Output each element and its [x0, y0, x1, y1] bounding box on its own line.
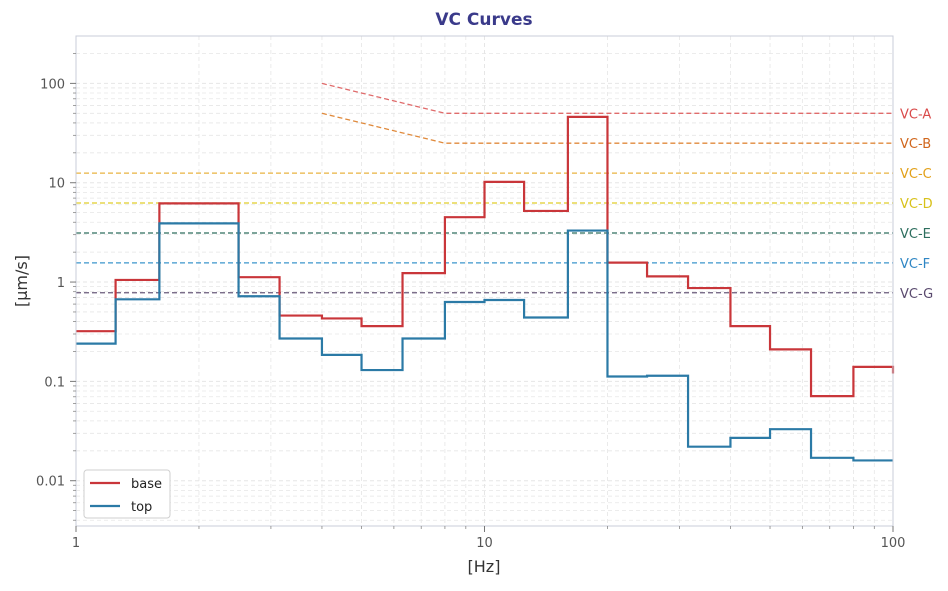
y-tick-label: 100 — [40, 77, 65, 92]
legend-label-top: top — [131, 500, 152, 515]
reference-label-vc-a: VC-A — [900, 107, 931, 122]
reference-label-vc-e: VC-E — [900, 227, 931, 242]
data-series — [76, 115, 895, 462]
reference-label-vc-d: VC-D — [900, 197, 933, 212]
x-tick-label: 100 — [881, 536, 906, 551]
reference-curve-vc-b — [321, 112, 893, 144]
axis-ticks: 1 10 100 0.01 0.1 1 10 100 — [36, 53, 905, 551]
grid — [75, 35, 893, 526]
x-tick-label: 10 — [476, 536, 493, 551]
x-axis-label: [Hz] — [468, 557, 501, 576]
reference-curve-vc-a — [321, 82, 893, 114]
y-tick-label: 1 — [57, 276, 65, 291]
reference-label-vc-c: VC-C — [900, 167, 932, 182]
reference-label-vc-f: VC-F — [900, 257, 930, 272]
series-line-top — [76, 222, 893, 462]
chart-title: VC Curves — [435, 10, 532, 30]
reference-label-vc-b: VC-B — [900, 137, 931, 152]
y-tick-label: 10 — [48, 177, 65, 192]
reference-label-vc-g: VC-G — [900, 287, 933, 302]
x-tick-label: 1 — [72, 536, 80, 551]
legend-label-base: base — [131, 477, 162, 492]
series-line-base — [76, 115, 895, 398]
axis-labels: VC Curves [Hz] [µm/s] — [12, 10, 533, 576]
legend: base top — [83, 469, 171, 519]
y-tick-label: 0.1 — [44, 375, 65, 390]
y-axis-label: [µm/s] — [12, 255, 31, 307]
y-tick-label: 0.01 — [36, 475, 65, 490]
